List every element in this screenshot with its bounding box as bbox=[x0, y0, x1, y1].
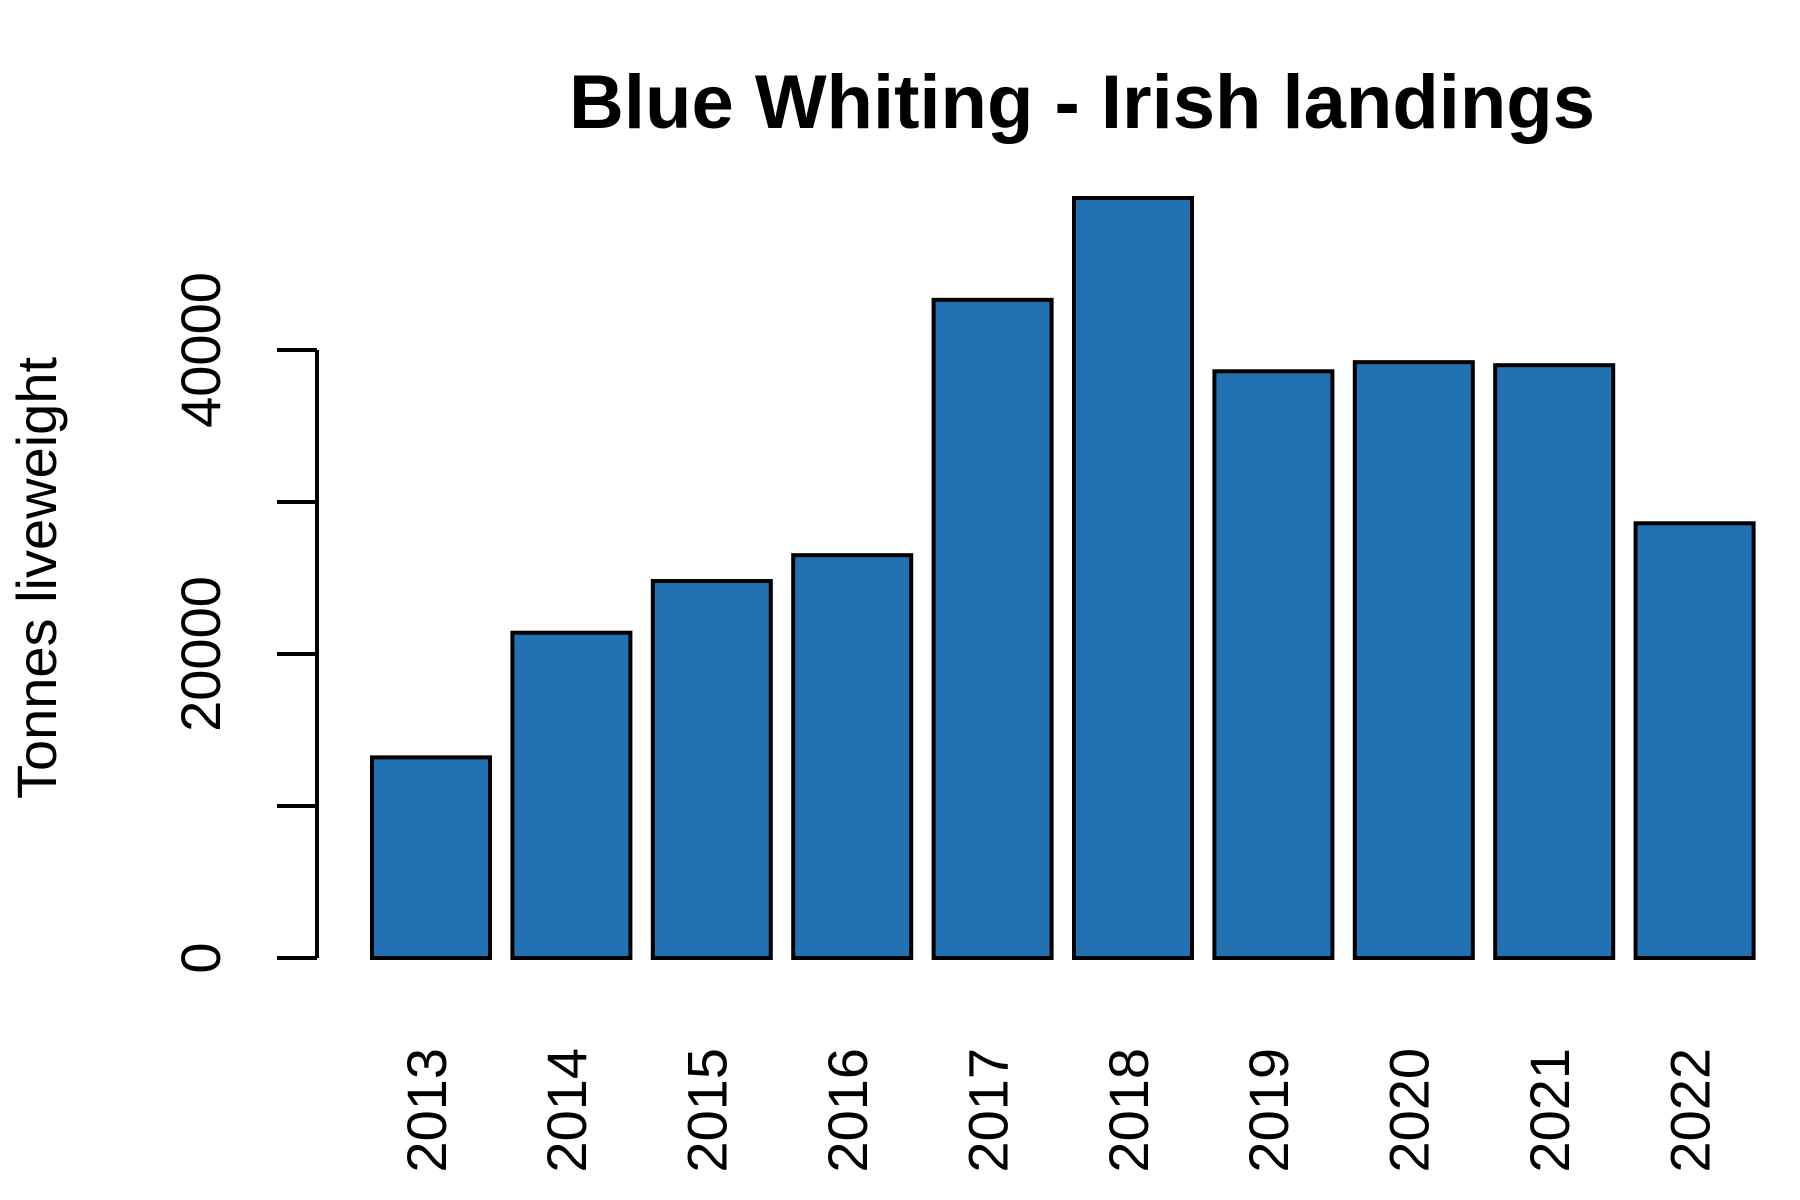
bar-2019 bbox=[1212, 369, 1335, 960]
x-tick-label: 2017 bbox=[956, 1048, 1019, 1173]
x-tick-label: 2016 bbox=[816, 1048, 879, 1173]
y-axis-label: Tonnes liveweight bbox=[5, 357, 68, 799]
bar-2020 bbox=[1352, 360, 1475, 961]
bar-2017 bbox=[931, 297, 1054, 960]
bar-2014 bbox=[510, 630, 633, 960]
x-tick-label: 2019 bbox=[1237, 1048, 1300, 1173]
x-tick-labels: 2013 2014 2015 2016 2017 2018 2019 2020 2021 2022 bbox=[395, 1048, 1722, 1173]
bar-2016 bbox=[791, 553, 914, 960]
bar-2022 bbox=[1633, 521, 1756, 961]
y-tick-label: 0 bbox=[169, 942, 232, 973]
bar-2013 bbox=[370, 755, 492, 960]
y-tick-label: 40000 bbox=[169, 272, 232, 428]
x-tick-label: 2020 bbox=[1378, 1048, 1441, 1173]
y-axis: 0 20000 40000 bbox=[169, 272, 319, 974]
x-tick-label: 2013 bbox=[395, 1048, 458, 1173]
x-tick-label: 2014 bbox=[535, 1048, 598, 1173]
bar-2021 bbox=[1493, 363, 1616, 960]
bar-2018 bbox=[1072, 196, 1194, 960]
x-tick-label: 2015 bbox=[676, 1048, 739, 1173]
chart-title: Blue Whiting - Irish landings bbox=[569, 60, 1595, 145]
x-tick-label: 2018 bbox=[1097, 1048, 1160, 1173]
x-tick-label: 2021 bbox=[1518, 1048, 1581, 1173]
bars bbox=[370, 196, 1756, 961]
x-tick-label: 2022 bbox=[1658, 1048, 1721, 1173]
bar-2015 bbox=[650, 579, 773, 960]
y-tick-label: 20000 bbox=[169, 576, 232, 732]
